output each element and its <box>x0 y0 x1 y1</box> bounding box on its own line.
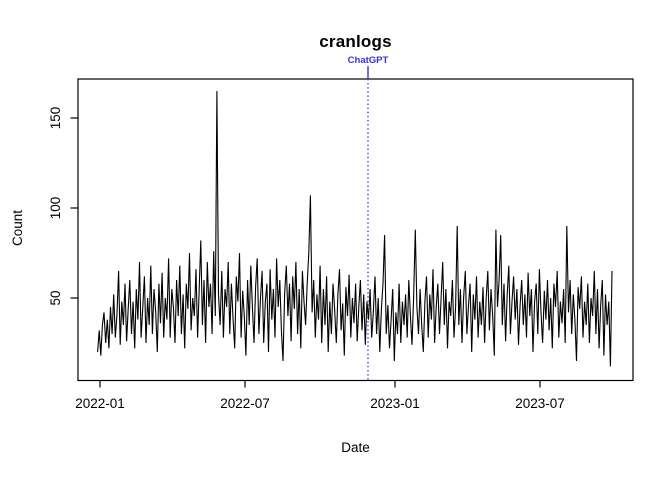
y-tick-label-50: 50 <box>48 290 63 306</box>
series-line <box>97 90 613 367</box>
x-tick-label-2023-01: 2023-01 <box>370 396 420 411</box>
y-axis-title: Count <box>10 209 25 247</box>
plot-box <box>77 78 634 382</box>
y-axis-ticks <box>70 117 78 299</box>
y-tick-label-150: 150 <box>48 106 63 130</box>
annotation-label: ChatGPT <box>347 55 389 66</box>
y-tick-label-100: 100 <box>48 196 63 220</box>
chart-title: cranlogs <box>319 32 392 51</box>
x-tick-label-2022-01: 2022-01 <box>75 396 125 411</box>
x-tick-label-2023-07: 2023-07 <box>515 396 565 411</box>
x-axis-title: Date <box>341 440 370 455</box>
x-tick-label-2022-07: 2022-07 <box>220 396 270 411</box>
x-axis-ticks <box>99 380 541 388</box>
